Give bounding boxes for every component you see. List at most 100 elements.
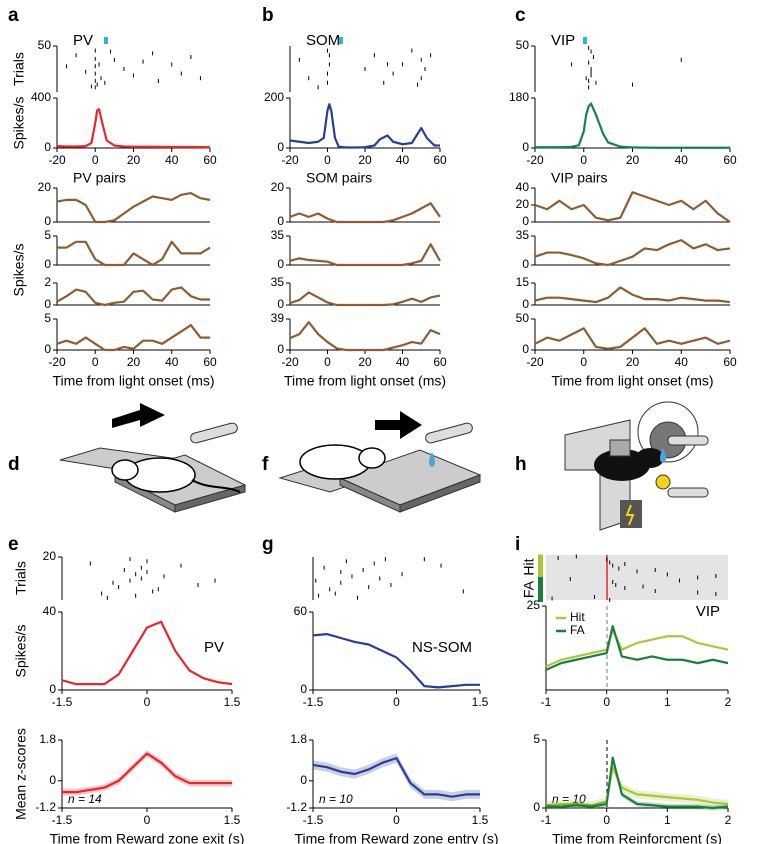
y-tick-label: 0 [277, 257, 284, 271]
y-tick-label: 15 [516, 275, 530, 289]
panel-label: g [262, 534, 274, 555]
y-axis-label: Mean z-scores [13, 728, 29, 820]
y-tick-label: 0 [522, 342, 529, 356]
panel-label: h [515, 454, 527, 475]
y-tick-label: 40 [516, 180, 530, 194]
x-tick-label: -20 [526, 355, 544, 369]
x-tick-label: 0 [144, 813, 151, 827]
line [545, 625, 729, 671]
chart-title: VIP [551, 32, 575, 49]
x-tick-label: 1 [664, 813, 671, 827]
x-tick-label: 0 [580, 153, 587, 167]
panel-label: a [8, 5, 19, 26]
annotation: n = 14 [68, 792, 102, 806]
x-axis-label: Time from Reward zone entry (s) [294, 831, 498, 844]
x-axis-label: Time from light onset (ms) [284, 373, 446, 389]
y-tick-label: 25 [527, 598, 541, 612]
arrow [375, 411, 422, 439]
x-tick-label: 0 [603, 695, 610, 709]
x-tick-label: 40 [675, 153, 689, 167]
x-tick-label: 0 [324, 355, 331, 369]
series-bar [538, 577, 543, 602]
y-tick-label: 50 [38, 38, 52, 52]
x-tick-label: 60 [203, 153, 217, 167]
line [534, 286, 731, 304]
series-label: FA [521, 580, 537, 598]
y-tick-label: 50 [516, 311, 530, 325]
y-tick-label: 0 [44, 257, 51, 271]
line [535, 102, 730, 149]
x-tick-label: 60 [723, 153, 737, 167]
line [56, 286, 210, 307]
x-tick-label: 2 [725, 695, 732, 709]
x-tick-label: -20 [281, 355, 299, 369]
line [289, 202, 441, 224]
x-tick-label: 40 [396, 355, 410, 369]
panel-label: e [8, 534, 19, 555]
x-tick-label: 1.5 [224, 813, 241, 827]
x-tick-label: 20 [358, 153, 372, 167]
x-tick-label: 60 [203, 355, 217, 369]
x-tick-label: -1 [541, 813, 552, 827]
error-band [313, 753, 480, 802]
x-tick-label: -1.5 [303, 813, 324, 827]
y-tick-label: 0 [522, 214, 529, 228]
x-tick-label: 60 [433, 153, 447, 167]
x-tick-label: 0 [92, 153, 99, 167]
line [56, 324, 210, 352]
series-bar [538, 554, 543, 580]
x-tick-label: -20 [48, 355, 66, 369]
y-tick-label: 200 [264, 90, 284, 104]
line [534, 327, 731, 350]
error-band [62, 750, 232, 796]
x-tick-label: 60 [723, 355, 737, 369]
x-tick-label: -20 [48, 153, 66, 167]
y-tick-label: 0 [277, 140, 284, 154]
x-tick-label: 1.5 [472, 695, 489, 709]
y-tick-label: 20 [271, 180, 285, 194]
y-axis-label: Spikes/s [13, 625, 29, 678]
line [61, 620, 233, 686]
panel-label: f [262, 454, 269, 475]
x-tick-label: 20 [626, 153, 640, 167]
panel-label: c [515, 5, 526, 26]
x-tick-label: 1.5 [472, 813, 489, 827]
chart-title: PV [73, 32, 93, 49]
panel-label: b [262, 5, 274, 26]
panel-label: i [515, 534, 520, 555]
chart-title: VIP [696, 603, 720, 620]
y-tick-label: 0 [522, 257, 529, 271]
x-tick-label: 40 [675, 355, 689, 369]
chart-title: PV [204, 639, 224, 656]
line [312, 633, 480, 689]
x-tick-label: -1.5 [52, 813, 73, 827]
x-tick-label: -1 [541, 695, 552, 709]
y-tick-label: 0 [44, 342, 51, 356]
x-tick-label: 0 [580, 355, 587, 369]
y-tick-label: 1.8 [290, 732, 307, 746]
x-tick-label: 0 [92, 355, 99, 369]
x-tick-label: -20 [526, 153, 544, 167]
y-tick-label: 0 [300, 773, 307, 787]
panel-label: d [8, 454, 20, 475]
chart-title: SOM [306, 32, 340, 49]
line [545, 766, 729, 807]
legend-label: Hit [570, 610, 585, 624]
y-axis-label: Trials [11, 52, 27, 86]
x-tick-label: 20 [127, 355, 141, 369]
x-tick-label: -20 [281, 153, 299, 167]
x-tick-label: -1.5 [52, 695, 73, 709]
y-tick-label: 20 [43, 549, 57, 563]
x-tick-label: 40 [165, 355, 179, 369]
y-tick-label: 5 [533, 732, 540, 746]
x-tick-label: -1.5 [303, 695, 324, 709]
y-tick-label: 0 [277, 214, 284, 228]
diagram-f: f [262, 411, 482, 513]
line [546, 756, 729, 810]
y-tick-label: 60 [294, 604, 308, 618]
x-tick-label: 40 [396, 153, 410, 167]
x-tick-label: 1 [664, 695, 671, 709]
line [289, 321, 441, 352]
light-pulse [104, 37, 108, 44]
